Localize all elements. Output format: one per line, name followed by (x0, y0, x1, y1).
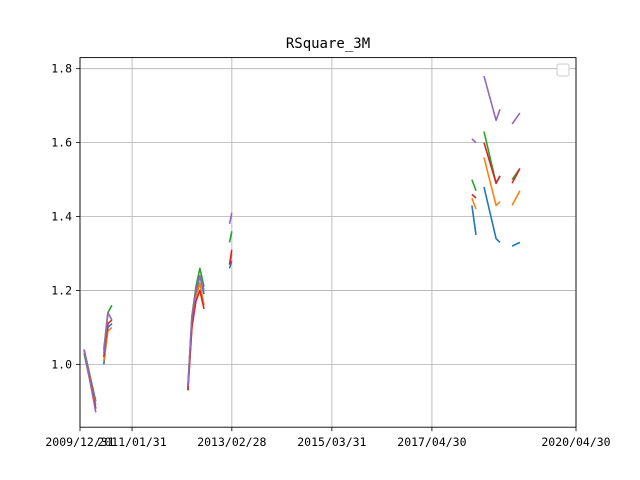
series-line-segment (483, 142, 501, 185)
series-4 (83, 142, 521, 409)
x-tick-label: 2013/02/28 (197, 435, 266, 449)
chart-title: RSquare_3M (286, 36, 370, 52)
series-line-segment (228, 249, 233, 265)
series-line-segment (511, 241, 521, 247)
series-line-segment (471, 197, 477, 210)
series-line-segment (187, 274, 205, 387)
series-5 (83, 75, 521, 413)
y-tick-label: 1.6 (51, 136, 72, 150)
grid-lines (79, 57, 577, 428)
series-line-segment (471, 193, 477, 199)
series-2 (83, 157, 521, 406)
series-line-segment (471, 138, 477, 144)
series-line-segment (483, 75, 501, 122)
x-tick-label: 2011/01/31 (97, 435, 166, 449)
x-tick-label: 2017/04/30 (397, 435, 466, 449)
series-line-segment (511, 112, 521, 125)
series-line-segment (471, 179, 477, 191)
series-3 (83, 131, 521, 409)
series-layer (83, 75, 521, 413)
y-tick-label: 1.0 (51, 357, 72, 371)
series-1 (83, 186, 521, 402)
legend-box (556, 63, 570, 77)
series-line-segment (511, 168, 521, 184)
series-line-segment (483, 186, 501, 243)
series-line-segment (471, 205, 477, 236)
y-tick-label: 1.4 (51, 210, 72, 224)
x-tick-label: 2020/04/30 (541, 435, 610, 449)
y-tick-label: 1.8 (51, 62, 72, 76)
series-line-segment (228, 212, 233, 225)
series-line-segment (511, 190, 521, 206)
series-line-segment (483, 131, 501, 185)
x-tick-label: 2009/12/31 (45, 435, 114, 449)
series-line-segment (228, 231, 233, 243)
x-tick-label: 2015/03/31 (297, 435, 366, 449)
series-line-segment (228, 260, 233, 269)
plot-frame (79, 57, 577, 428)
series-line-segment (103, 311, 113, 354)
y-tick-label: 1.2 (51, 283, 72, 297)
series-line-segment (483, 157, 501, 207)
series-line-segment (83, 349, 97, 413)
